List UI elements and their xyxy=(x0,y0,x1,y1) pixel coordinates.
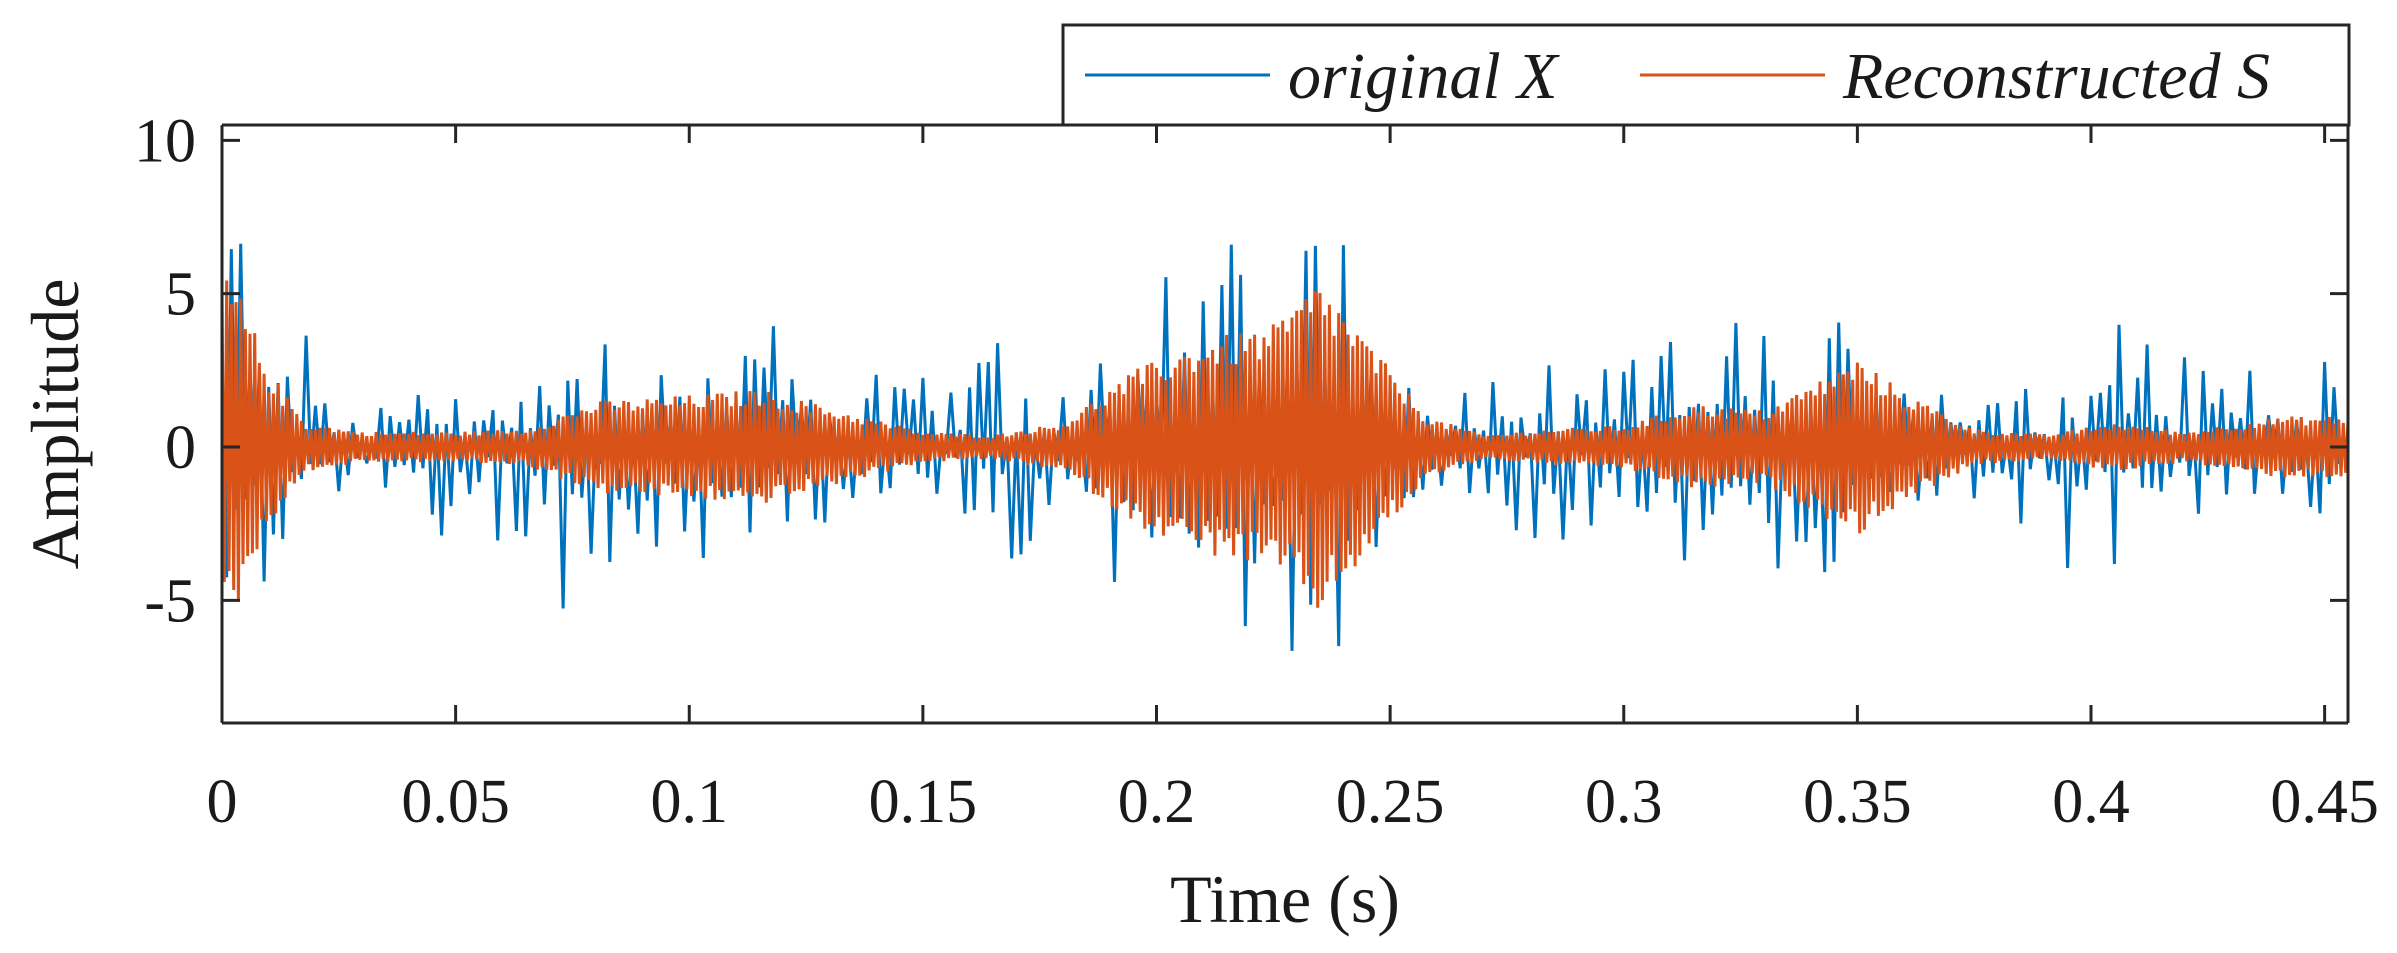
x-tick-label: 0.2 xyxy=(1118,768,1196,836)
x-axis-title: Time (s) xyxy=(1170,861,1400,937)
y-ticks: -5 0 5 10 xyxy=(134,107,2348,635)
legend-label-original-x: original X xyxy=(1288,40,1560,113)
y-tick-label: -5 xyxy=(144,567,196,635)
x-ticks: 0 0.05 0.1 0.15 0.2 0.25 0.3 0.35 0.4 0.45 xyxy=(207,125,2379,836)
plot-area xyxy=(222,243,2348,651)
x-tick-label: 0.4 xyxy=(2052,768,2130,836)
y-tick-label: 10 xyxy=(134,107,196,175)
legend-label-reconstructed-s: Reconstructed S xyxy=(1842,40,2270,113)
x-tick-label: 0.45 xyxy=(2270,768,2379,836)
x-tick-label: 0.15 xyxy=(869,768,978,836)
x-tick-label: 0.25 xyxy=(1336,768,1445,836)
legend: original X Reconstructed S xyxy=(1061,23,2351,127)
series-line-reconstructed-s xyxy=(222,280,2348,608)
x-tick-label: 0.35 xyxy=(1803,768,1912,836)
x-tick-label: 0 xyxy=(207,768,238,836)
y-axis-title: Amplitude xyxy=(17,279,93,570)
x-tick-label: 0.3 xyxy=(1585,768,1663,836)
x-tick-label: 0.1 xyxy=(651,768,729,836)
y-tick-label: 5 xyxy=(165,261,196,329)
y-tick-label: 0 xyxy=(165,414,196,482)
x-tick-label: 0.05 xyxy=(401,768,510,836)
